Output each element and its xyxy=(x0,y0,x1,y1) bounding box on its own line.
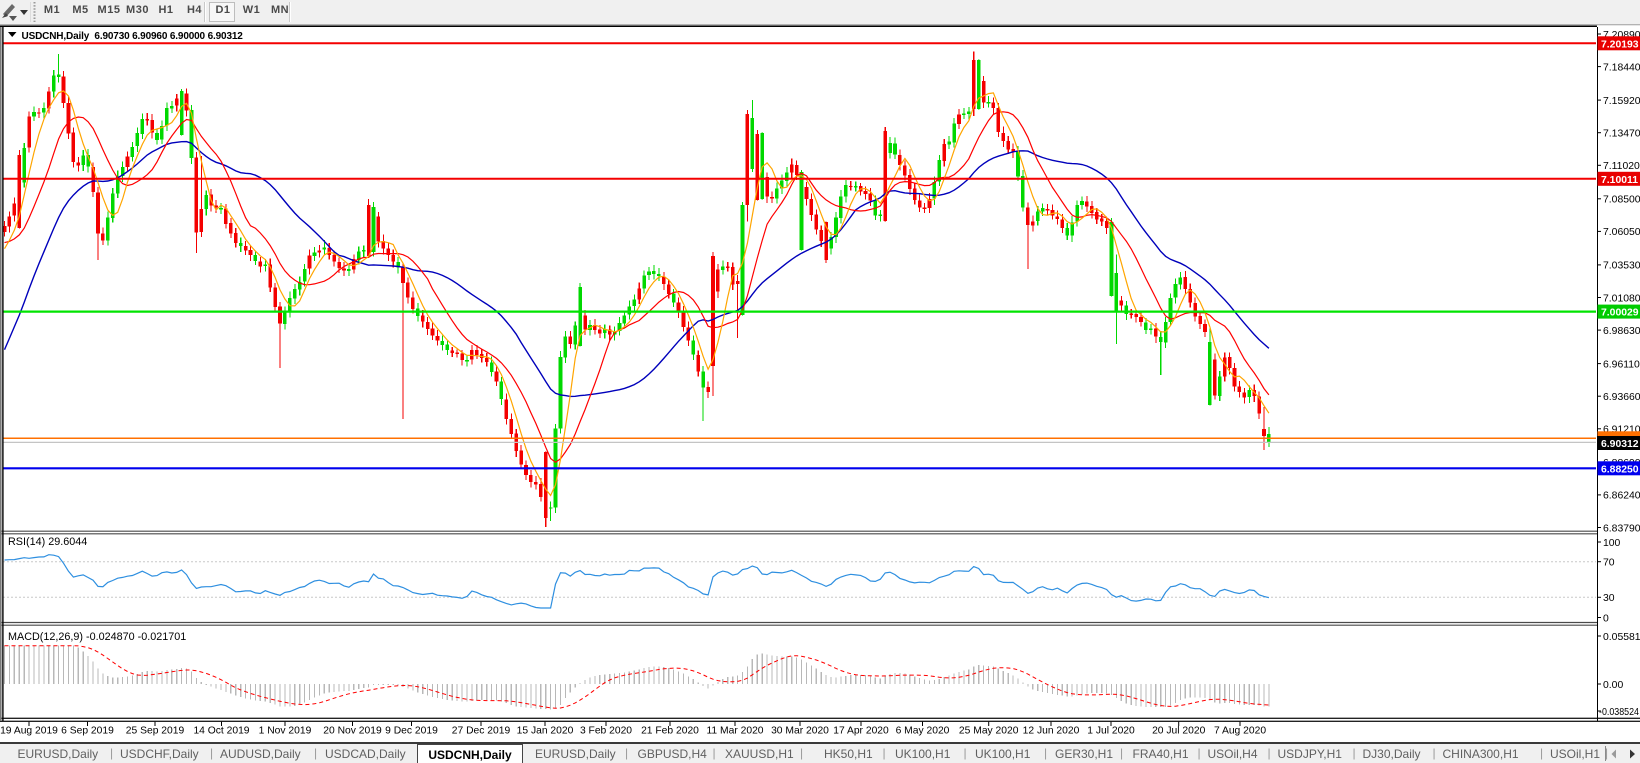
svg-text:7.10011: 7.10011 xyxy=(1601,175,1638,186)
svg-text:1 Nov 2019: 1 Nov 2019 xyxy=(259,726,312,737)
svg-text:MACD(12,26,9) -0.024870 -0.021: MACD(12,26,9) -0.024870 -0.021701 xyxy=(8,631,186,643)
svg-text:-0.038524: -0.038524 xyxy=(1599,707,1639,718)
svg-text:6.96110: 6.96110 xyxy=(1603,359,1640,370)
svg-text:6.86240: 6.86240 xyxy=(1603,491,1640,502)
svg-text:6.83790: 6.83790 xyxy=(1603,523,1640,534)
svg-text:7.15920: 7.15920 xyxy=(1603,96,1640,107)
svg-text:12 Jun 2020: 12 Jun 2020 xyxy=(1023,726,1080,737)
svg-text:30: 30 xyxy=(1603,593,1615,604)
svg-text:6.88250: 6.88250 xyxy=(1601,464,1639,475)
svg-text:7.06050: 7.06050 xyxy=(1603,227,1640,238)
svg-text:25 May 2020: 25 May 2020 xyxy=(959,726,1019,737)
svg-text:USDCNH,Daily 6.90730 6.90960: USDCNH,Daily 6.90730 6.90960 6.90000 6.9… xyxy=(22,31,244,42)
svg-text:15 Jan 2020: 15 Jan 2020 xyxy=(517,726,574,737)
svg-text:11 Mar 2020: 11 Mar 2020 xyxy=(706,726,763,737)
svg-text:30 Mar 2020: 30 Mar 2020 xyxy=(771,726,829,737)
svg-text:100: 100 xyxy=(1603,538,1621,549)
svg-text:1 Jul 2020: 1 Jul 2020 xyxy=(1087,726,1135,737)
svg-text:0: 0 xyxy=(1603,613,1609,624)
svg-text:7.00029: 7.00029 xyxy=(1601,308,1639,319)
svg-text:6.91210: 6.91210 xyxy=(1603,425,1640,436)
svg-text:7.20193: 7.20193 xyxy=(1601,39,1639,50)
svg-text:7.03530: 7.03530 xyxy=(1603,261,1640,272)
svg-text:9 Dec 2019: 9 Dec 2019 xyxy=(385,726,438,737)
svg-text:14 Oct 2019: 14 Oct 2019 xyxy=(193,726,249,737)
svg-text:20 Nov 2019: 20 Nov 2019 xyxy=(323,726,382,737)
svg-text:21 Feb 2020: 21 Feb 2020 xyxy=(641,726,699,737)
svg-text:RSI(14) 29.6044: RSI(14) 29.6044 xyxy=(8,536,87,548)
svg-text:7 Aug 2020: 7 Aug 2020 xyxy=(1214,726,1266,737)
svg-text:7.08500: 7.08500 xyxy=(1603,195,1640,206)
svg-text:27 Dec 2019: 27 Dec 2019 xyxy=(452,726,511,737)
svg-text:25 Sep 2019: 25 Sep 2019 xyxy=(126,726,185,737)
svg-text:70: 70 xyxy=(1603,558,1615,569)
svg-text:6.98630: 6.98630 xyxy=(1603,326,1640,337)
svg-text:0.00: 0.00 xyxy=(1603,680,1623,691)
svg-text:6.93660: 6.93660 xyxy=(1603,392,1640,403)
svg-text:7.11020: 7.11020 xyxy=(1603,161,1640,172)
svg-text:6.90312: 6.90312 xyxy=(1601,439,1639,450)
svg-text:6 Sep 2019: 6 Sep 2019 xyxy=(61,726,114,737)
svg-text:0.05581: 0.05581 xyxy=(1603,632,1640,643)
svg-text:17 Apr 2020: 17 Apr 2020 xyxy=(833,726,889,737)
svg-text:7.01080: 7.01080 xyxy=(1603,293,1640,304)
svg-text:6 May 2020: 6 May 2020 xyxy=(896,726,950,737)
svg-text:3 Feb 2020: 3 Feb 2020 xyxy=(580,726,632,737)
svg-text:7.20890: 7.20890 xyxy=(1603,30,1640,41)
svg-text:7.13470: 7.13470 xyxy=(1603,129,1640,140)
svg-text:20 Jul 2020: 20 Jul 2020 xyxy=(1152,726,1206,737)
svg-text:19 Aug 2019: 19 Aug 2019 xyxy=(0,726,58,737)
svg-text:7.18440: 7.18440 xyxy=(1603,62,1640,73)
